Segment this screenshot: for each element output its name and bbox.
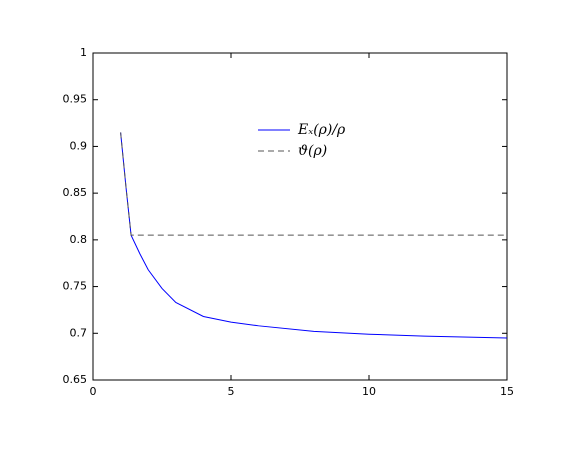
plot-frame <box>92 52 508 381</box>
line-series <box>120 132 507 236</box>
y-tick-label: 1 <box>80 46 87 59</box>
y-tick-label: 0.85 <box>63 186 88 199</box>
y-tick-label: 0.7 <box>70 326 88 339</box>
legend-label: Eₓ(ρ)/ρ <box>297 122 346 138</box>
y-tick-label: 0.95 <box>63 93 88 106</box>
y-tick-label: 0.9 <box>70 139 88 152</box>
y-tick-label: 0.65 <box>63 373 88 386</box>
x-tick-label: 5 <box>228 385 235 398</box>
x-tick-label: 0 <box>90 385 97 398</box>
line-series <box>120 132 508 339</box>
x-tick-label: 15 <box>500 385 514 398</box>
x-tick-label: 10 <box>362 385 376 398</box>
y-tick-label: 0.75 <box>63 280 88 293</box>
y-tick-label: 0.8 <box>70 233 88 246</box>
legend-label: ϑ(ρ) <box>298 143 327 159</box>
